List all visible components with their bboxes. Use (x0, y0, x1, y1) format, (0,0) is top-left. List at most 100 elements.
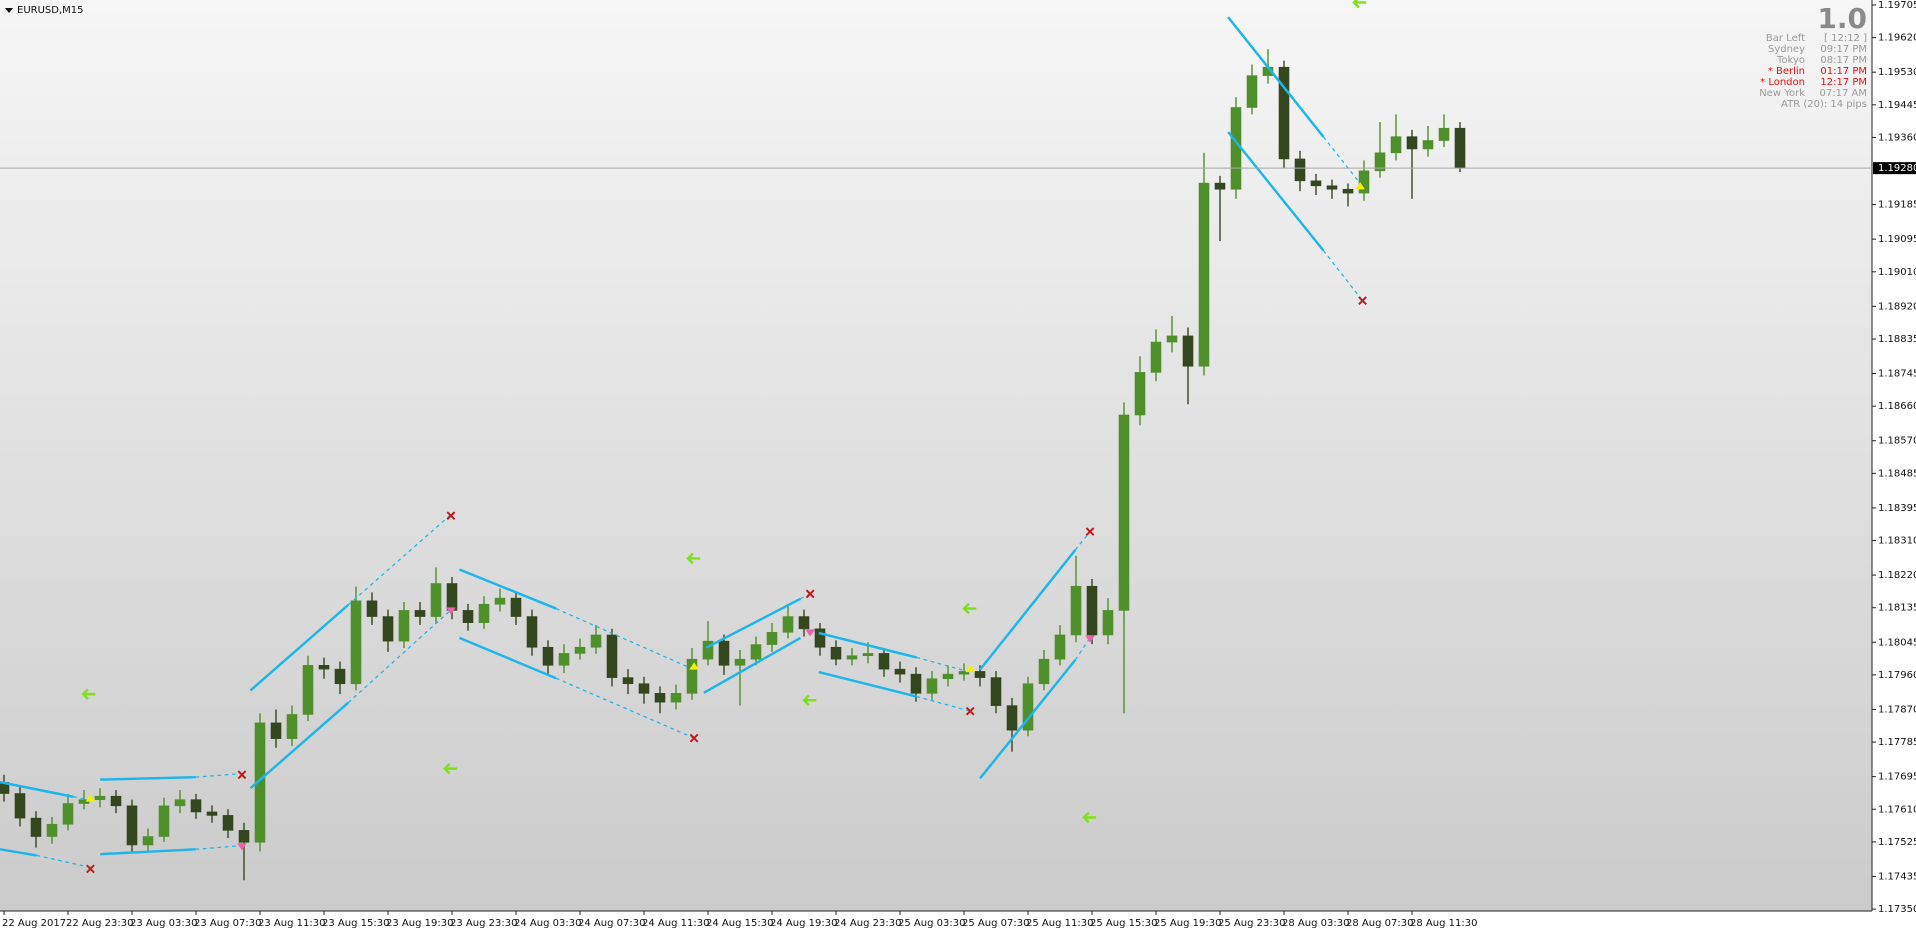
candle-body (478, 603, 490, 623)
y-tick-label: 1.17695 (1878, 772, 1916, 783)
candle-body (1086, 585, 1098, 636)
y-tick-label: 1.18485 (1878, 468, 1916, 479)
y-tick-label: 1.19705 (1878, 0, 1916, 11)
candle-body (734, 658, 746, 666)
candle-body (910, 673, 922, 694)
x-tick-label: 25 Aug 11:30 (1026, 918, 1093, 929)
candle-body (1294, 158, 1306, 182)
x-tick-label: 25 Aug 03:30 (898, 918, 965, 929)
info-label: Bar Left (1766, 33, 1805, 44)
candle-body (1038, 658, 1050, 685)
info-label: Tokyo (1776, 55, 1805, 66)
indicator-drawings (0, 0, 1367, 874)
price-axis-background (1872, 0, 1916, 933)
y-tick-label: 1.18660 (1878, 401, 1916, 412)
candle-body (1102, 610, 1114, 636)
candle-body (942, 673, 954, 680)
x-tick-label: 22 Aug 23:30 (66, 918, 133, 929)
y-tick-label: 1.18835 (1878, 334, 1916, 345)
candle-body (526, 616, 538, 648)
info-label: Sydney (1768, 44, 1805, 55)
y-tick-label: 1.17435 (1878, 871, 1916, 882)
y-tick-label: 1.18920 (1878, 301, 1916, 312)
current-price-box (1873, 162, 1916, 175)
candle-body (686, 658, 698, 694)
candle-body (1070, 585, 1082, 636)
candle-body (1342, 188, 1354, 194)
y-tick-label: 1.18310 (1878, 536, 1916, 547)
x-tick-label: 24 Aug 23:30 (834, 918, 901, 929)
candle-body (1406, 136, 1418, 150)
x-tick-label: 23 Aug 07:30 (194, 918, 261, 929)
y-tick-label: 1.18045 (1878, 637, 1916, 648)
candle-body (958, 671, 970, 675)
candle-body (1182, 335, 1194, 367)
y-tick-label: 1.19095 (1878, 234, 1916, 245)
atr-label: ATR (20): 14 pips (1781, 99, 1867, 110)
candle-body (798, 616, 810, 630)
candle-body (1118, 414, 1130, 611)
x-tick-label: 24 Aug 03:30 (514, 918, 581, 929)
candle-body (1134, 372, 1146, 416)
candle-body (46, 823, 58, 837)
x-tick-label: 24 Aug 19:30 (770, 918, 837, 929)
current-price-label: 1.19280 (1878, 163, 1916, 174)
candle-body (1214, 182, 1226, 190)
candle-body (814, 628, 826, 648)
candle-body (366, 600, 378, 617)
candle-body (142, 836, 154, 846)
x-tick-label: 24 Aug 07:30 (578, 918, 645, 929)
time-axis-background (0, 911, 1872, 933)
candle-body (782, 616, 794, 633)
candle-body (1390, 136, 1402, 154)
x-tick-label: 24 Aug 11:30 (642, 918, 709, 929)
candle-body (590, 634, 602, 648)
candle-body (270, 722, 282, 739)
y-tick-label: 1.17870 (1878, 704, 1916, 715)
info-value: 12:17 PM (1820, 77, 1867, 88)
y-tick-label: 1.19445 (1878, 100, 1916, 111)
candle-body (398, 610, 410, 642)
info-label: New York (1759, 88, 1805, 99)
y-tick-label: 1.18395 (1878, 503, 1916, 514)
x-tick-label: 28 Aug 07:30 (1346, 918, 1413, 929)
y-tick-label: 1.18135 (1878, 603, 1916, 614)
candle-body (302, 665, 314, 715)
candle-body (286, 714, 298, 739)
y-tick-label: 1.18570 (1878, 436, 1916, 447)
info-value: 09:17 PM (1820, 44, 1867, 55)
candle-body (830, 646, 842, 660)
candle-body (1422, 140, 1434, 150)
candle-body (94, 795, 106, 800)
candle-body (926, 678, 938, 694)
x-tick-label: 23 Aug 03:30 (130, 918, 197, 929)
candle-body (606, 634, 618, 678)
candle-body (1230, 107, 1242, 190)
candle-body (254, 722, 266, 843)
x-tick-label: 24 Aug 15:30 (706, 918, 773, 929)
candle-body (350, 600, 362, 685)
candle-body (462, 610, 474, 623)
candle-body (558, 653, 570, 666)
candle-body (222, 815, 234, 831)
x-tick-label: 25 Aug 15:30 (1090, 918, 1157, 929)
y-tick-label: 1.17350 (1878, 904, 1916, 915)
x-tick-label: 25 Aug 07:30 (962, 918, 1029, 929)
y-tick-label: 1.19360 (1878, 132, 1916, 143)
candle-body (766, 631, 778, 645)
symbol-title: EURUSD,M15 (17, 5, 83, 16)
candle-body (1374, 152, 1386, 172)
info-value: 01:17 PM (1820, 66, 1867, 77)
info-panel: Bar Left [ 12:12 ] Sydney 09:17 PM Tokyo 08:1… (1759, 33, 1867, 110)
candle-body (510, 597, 522, 617)
candle-body (1246, 75, 1258, 108)
x-tick-label: 23 Aug 23:30 (450, 918, 517, 929)
candle-body (430, 583, 442, 617)
candle-body (158, 805, 170, 837)
candle-body (382, 616, 394, 642)
candle-body (174, 799, 186, 807)
candle-body (1278, 66, 1290, 160)
symbol-menu-arrow[interactable] (5, 8, 13, 13)
